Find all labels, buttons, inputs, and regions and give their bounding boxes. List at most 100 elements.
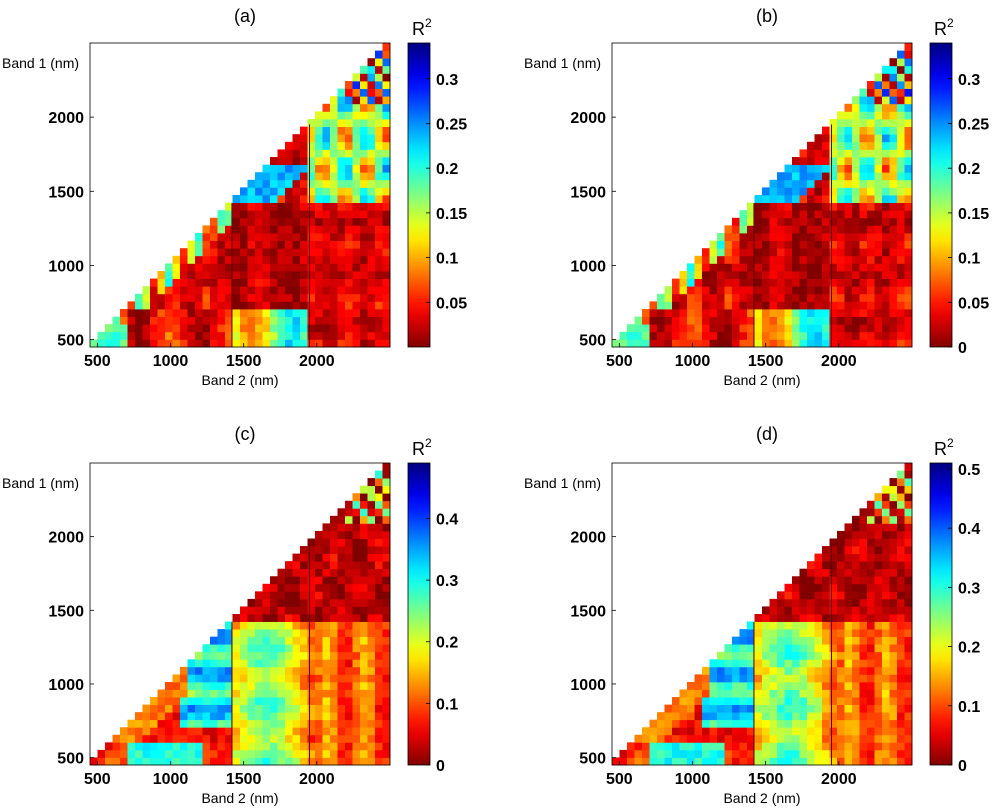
heatmap-cell (127, 757, 136, 766)
heatmap-cell (807, 644, 815, 653)
heatmap-cell (292, 689, 301, 698)
heatmap-cell (754, 727, 763, 736)
heatmap-cell (262, 666, 271, 675)
heatmap-cell (702, 666, 710, 675)
heatmap-cell (844, 561, 853, 570)
heatmap-cell (382, 111, 391, 120)
heatmap-cell (792, 286, 800, 295)
heatmap-cell (285, 271, 293, 279)
heatmap-cell (232, 704, 241, 713)
colorbar-title: R2 (412, 436, 432, 459)
heatmap-cell (897, 697, 905, 705)
heatmap-cell (837, 553, 845, 562)
heatmap-cell (277, 591, 286, 600)
heatmap-cell (210, 339, 218, 348)
heatmap-cell (322, 666, 331, 675)
heatmap-cell (732, 666, 740, 675)
plot-frame (611, 42, 913, 348)
heatmap-cell (360, 523, 368, 532)
heatmap-cell (292, 179, 301, 188)
heatmap-cell (874, 546, 883, 554)
heatmap-cell (360, 134, 368, 143)
heatmap-cell (330, 704, 338, 713)
heatmap-cell (889, 493, 898, 502)
heatmap-cell (829, 689, 838, 698)
heatmap-cell (367, 210, 376, 219)
heatmap-cell (322, 674, 331, 683)
heatmap-cell (210, 719, 218, 728)
heatmap-cell (367, 689, 376, 698)
heatmap-cell (360, 255, 368, 264)
colorbar-title: R2 (934, 16, 954, 39)
heatmap-cell (195, 286, 203, 295)
heatmap-cell (837, 141, 845, 150)
heatmap-cell (187, 248, 196, 257)
heatmap-cell (285, 742, 293, 751)
heatmap-cell (277, 286, 286, 295)
heatmap-cell (330, 644, 338, 653)
heatmap-cell (874, 164, 883, 173)
heatmap-cell (882, 614, 890, 622)
heatmap-cell (844, 538, 853, 547)
heatmap-cell (172, 727, 181, 736)
heatmap-cell (322, 553, 331, 562)
heatmap-cell (784, 697, 793, 705)
heatmap-cell (784, 255, 793, 264)
heatmap-cell (217, 651, 226, 660)
heatmap-cell (345, 157, 353, 165)
heatmap-cell (330, 629, 338, 638)
heatmap-cell (694, 727, 703, 736)
heatmap-cell (307, 749, 316, 758)
heatmap-cell (634, 742, 643, 751)
heatmap-cell (739, 749, 748, 758)
heatmap-cell (844, 629, 853, 638)
heatmap-cell (225, 629, 233, 638)
heatmap-cell (292, 621, 301, 630)
heatmap-cell (375, 58, 383, 67)
heatmap-cell (120, 331, 128, 340)
heatmap-cell (792, 659, 800, 668)
heatmap-cell (852, 553, 860, 562)
heatmap-cell (262, 286, 271, 295)
heatmap-cell (352, 621, 361, 630)
heatmap-cell (337, 187, 346, 196)
heatmap-cell (247, 301, 256, 310)
heatmap-cell (307, 202, 316, 211)
heatmap-cell (330, 286, 338, 295)
heatmap-cell (687, 293, 695, 302)
heatmap-cell (277, 316, 286, 325)
heatmap-cell (777, 666, 785, 675)
heatmap-cell (777, 719, 785, 728)
heatmap-cell (375, 73, 383, 82)
heatmap-cell (375, 659, 383, 668)
heatmap-cell (135, 293, 143, 302)
heatmap-cell (814, 217, 823, 226)
heatmap-cell (127, 339, 136, 348)
heatmap-cell (874, 134, 883, 143)
heatmap-cell (837, 666, 845, 675)
heatmap-cell (784, 666, 793, 675)
heatmap-cell (859, 103, 868, 112)
heatmap-cell (694, 301, 703, 310)
heatmap-cell (799, 674, 808, 683)
heatmap-cell (232, 712, 241, 721)
heatmap-cell (889, 704, 898, 713)
heatmap-cell (852, 309, 860, 317)
heatmap-cell (262, 757, 271, 766)
heatmap-cell (754, 757, 763, 766)
heatmap-cell (769, 309, 778, 317)
heatmap-cell (897, 157, 905, 165)
heatmap-cell (187, 681, 196, 690)
heatmap-cell (837, 757, 845, 766)
heatmap-cell (382, 126, 391, 135)
heatmap-cell (792, 248, 800, 257)
heatmap-cell (120, 734, 128, 743)
heatmap-cell (367, 103, 376, 112)
heatmap-cell (382, 134, 391, 143)
heatmap-cell (852, 644, 860, 653)
heatmap-cell (225, 331, 233, 340)
heatmap-cell (739, 225, 748, 234)
heatmap-cell (345, 324, 353, 333)
heatmap-cell (852, 293, 860, 302)
